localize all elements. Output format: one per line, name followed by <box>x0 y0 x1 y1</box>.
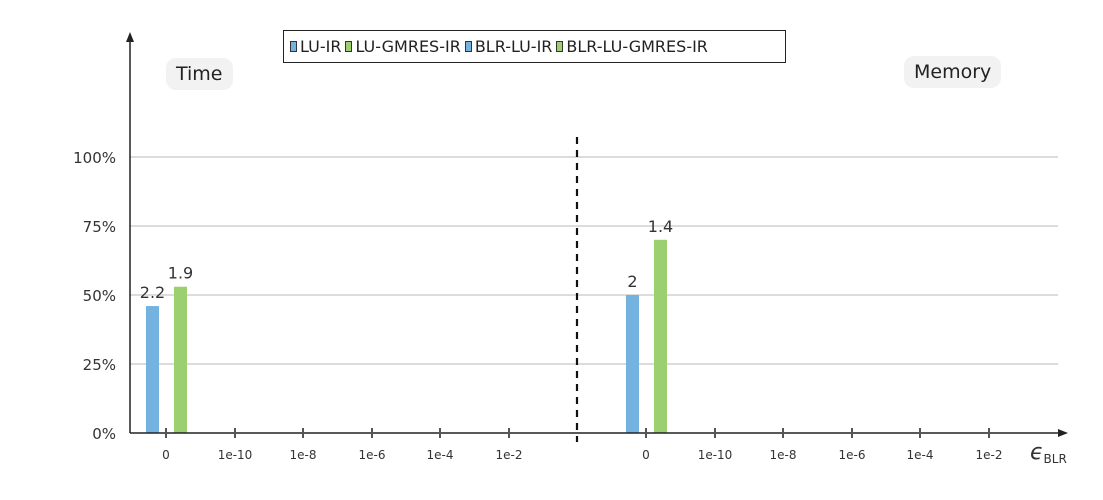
legend-item-lu-ir[interactable]: LU-IR <box>290 37 341 56</box>
x-axis-label: ϵBLR <box>1030 440 1067 466</box>
x-tick-label: 1e-10 <box>698 448 733 462</box>
legend-item-blr-lu-gmres-ir[interactable]: BLR-LU-GMRES-IR <box>556 37 708 56</box>
data-label: 2.2 <box>140 283 165 302</box>
x-tick-label: 0 <box>642 448 650 462</box>
axis-layer <box>126 32 1068 442</box>
bar <box>146 306 159 433</box>
x-tick-label: 1e-8 <box>770 448 797 462</box>
legend-item-blr-lu-ir[interactable]: BLR-LU-IR <box>464 37 553 56</box>
panel-label-memory: Memory <box>904 56 1002 88</box>
legend-label: LU-GMRES-IR <box>355 37 461 56</box>
data-label: 1.4 <box>648 217 673 236</box>
bar <box>626 295 639 433</box>
legend-swatch <box>464 41 472 52</box>
x-tick-label: 1e-6 <box>359 448 386 462</box>
legend: LU-IR LU-GMRES-IR BLR-LU-IR BLR-LU-GMRES… <box>283 30 786 63</box>
legend-swatch <box>290 41 297 52</box>
data-label: 1.9 <box>168 264 193 283</box>
legend-swatch <box>345 41 353 52</box>
x-tick-label: 1e-4 <box>907 448 934 462</box>
legend-label: LU-IR <box>300 37 342 56</box>
bar <box>654 239 667 433</box>
y-tick-label: 100% <box>73 149 116 167</box>
x-tick-label: 1e-6 <box>839 448 866 462</box>
x-tick-label: 1e-10 <box>218 448 253 462</box>
legend-item-lu-gmres-ir[interactable]: LU-GMRES-IR <box>345 37 461 56</box>
x-tick-label: 1e-2 <box>976 448 1003 462</box>
bar <box>174 286 187 433</box>
panel-label-time: Time <box>166 58 233 90</box>
y-axis-arrow <box>126 32 134 42</box>
y-tick-label: 75% <box>83 218 116 236</box>
x-tick-label: 1e-8 <box>290 448 317 462</box>
y-tick-label: 50% <box>83 287 116 305</box>
x-tick-label: 0 <box>162 448 170 462</box>
data-label: 2 <box>627 272 637 291</box>
legend-label: BLR-LU-GMRES-IR <box>566 37 708 56</box>
y-tick-label: 0% <box>92 425 116 443</box>
bars-layer <box>146 239 667 433</box>
legend-swatch <box>556 41 564 52</box>
x-tick-label: 1e-4 <box>427 448 454 462</box>
grid-layer <box>130 156 1058 365</box>
x-axis-arrow <box>1058 429 1068 437</box>
legend-label: BLR-LU-IR <box>474 37 553 56</box>
x-tick-label: 1e-2 <box>496 448 523 462</box>
labels-layer: 0% 25% 50% 75% 100% 0 1e-10 1e-8 1e-6 1e-4 1e-2 2.2… <box>73 149 1067 466</box>
y-tick-label: 25% <box>83 356 116 374</box>
